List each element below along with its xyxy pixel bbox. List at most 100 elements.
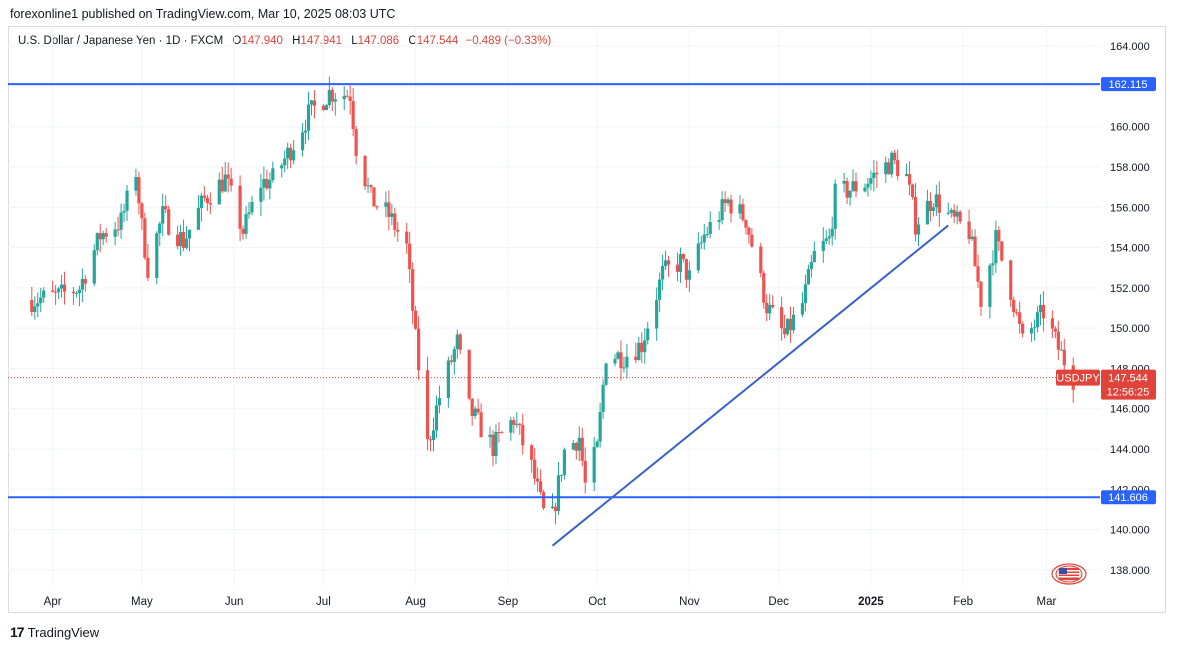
- candle-body: [788, 318, 793, 331]
- candle-body: [327, 89, 331, 106]
- time-tick-label: Dec: [768, 596, 789, 608]
- candle-body: [765, 302, 769, 314]
- candle: [705, 226, 709, 239]
- candle-body: [946, 212, 950, 214]
- candle: [80, 268, 84, 302]
- candle: [312, 90, 317, 119]
- candle: [375, 205, 379, 211]
- candle-body: [491, 434, 495, 456]
- candle-body: [92, 250, 96, 284]
- candle: [1041, 291, 1046, 332]
- candle: [768, 293, 772, 321]
- candle-body: [238, 185, 242, 229]
- time-tick-label: Nov: [679, 596, 700, 608]
- candle-body: [952, 209, 956, 217]
- candle-body: [928, 200, 932, 211]
- candle-body: [226, 174, 230, 179]
- candle-body: [309, 100, 314, 105]
- candle-body: [559, 474, 564, 476]
- candle-body: [800, 303, 805, 315]
- candle: [393, 207, 397, 237]
- candle-body: [125, 190, 129, 211]
- trendline-layer[interactable]: [551, 224, 949, 547]
- candle-body: [33, 306, 37, 313]
- candle: [309, 100, 314, 116]
- horizontal-levels[interactable]: [8, 83, 1100, 499]
- candle: [762, 270, 766, 309]
- candle: [396, 221, 400, 242]
- candle: [541, 489, 546, 510]
- candle: [98, 223, 102, 253]
- candle: [176, 225, 180, 250]
- candle: [559, 474, 564, 482]
- candle: [765, 294, 769, 322]
- candle-body: [637, 342, 641, 361]
- candle: [1009, 259, 1013, 308]
- candle: [116, 216, 120, 237]
- candle-body: [220, 179, 224, 192]
- candle-body: [431, 430, 436, 440]
- candle-body: [42, 290, 46, 298]
- candle: [970, 228, 974, 241]
- candle: [181, 219, 186, 252]
- candle-body: [827, 236, 831, 239]
- candle: [553, 502, 558, 525]
- candle-body: [39, 297, 43, 304]
- candle: [74, 290, 79, 298]
- candle-body: [437, 398, 442, 406]
- candle: [744, 219, 748, 235]
- candle: [202, 186, 206, 202]
- candle-body: [470, 398, 474, 417]
- candle: [884, 156, 888, 184]
- candle: [708, 211, 712, 239]
- candle: [161, 193, 165, 237]
- candle-body: [36, 303, 40, 307]
- candle-body: [473, 408, 477, 417]
- candle: [36, 292, 40, 318]
- candle-body: [83, 279, 87, 284]
- candle-body: [241, 228, 245, 234]
- candle-body: [1018, 312, 1022, 324]
- candle: [363, 154, 367, 191]
- candle-body: [803, 284, 808, 304]
- candle-body: [893, 152, 897, 161]
- candle: [907, 161, 912, 196]
- candle-body: [571, 443, 575, 450]
- candle-body: [1012, 299, 1016, 313]
- candle-body: [202, 195, 206, 198]
- candle-body: [937, 194, 941, 213]
- candle-body: [247, 212, 251, 215]
- candle: [1053, 326, 1057, 339]
- candle: [324, 103, 328, 111]
- candle-body: [384, 202, 388, 207]
- time-tick-label: Oct: [588, 596, 607, 608]
- candle-body: [782, 328, 787, 335]
- candle: [637, 336, 641, 361]
- tradingview-footer[interactable]: 17 TradingView: [10, 624, 99, 640]
- time-axis[interactable]: Apr May Jun Jul Aug Sep Oct Nov Dec 2025 Feb Mar: [44, 596, 1057, 608]
- candle: [42, 287, 46, 303]
- candle: [595, 439, 599, 448]
- candle-body: [262, 178, 266, 188]
- candle-body: [854, 181, 858, 192]
- price-tick-label: 154.000: [1110, 243, 1150, 255]
- publish-header: forexonline1 published on TradingView.co…: [10, 7, 396, 21]
- candle: [271, 161, 275, 183]
- candle: [782, 314, 787, 339]
- candle: [536, 467, 540, 492]
- candle-body: [351, 101, 355, 130]
- candle-body: [205, 197, 209, 204]
- candle-body: [604, 363, 608, 385]
- candle-body: [553, 506, 558, 512]
- candle-body: [1059, 349, 1063, 351]
- symbol-tag-label: USDJPY: [1056, 373, 1100, 385]
- candle-body: [622, 367, 626, 369]
- candle: [494, 424, 498, 465]
- price-tick-label: 138.000: [1110, 565, 1150, 577]
- candle-body: [345, 95, 349, 97]
- candle-body: [574, 443, 578, 451]
- candlestick-chart[interactable]: 164.000162.000160.000158.000156.000154.0…: [8, 26, 1166, 613]
- candle-body: [771, 304, 775, 308]
- candle: [321, 103, 326, 112]
- candle: [616, 350, 620, 360]
